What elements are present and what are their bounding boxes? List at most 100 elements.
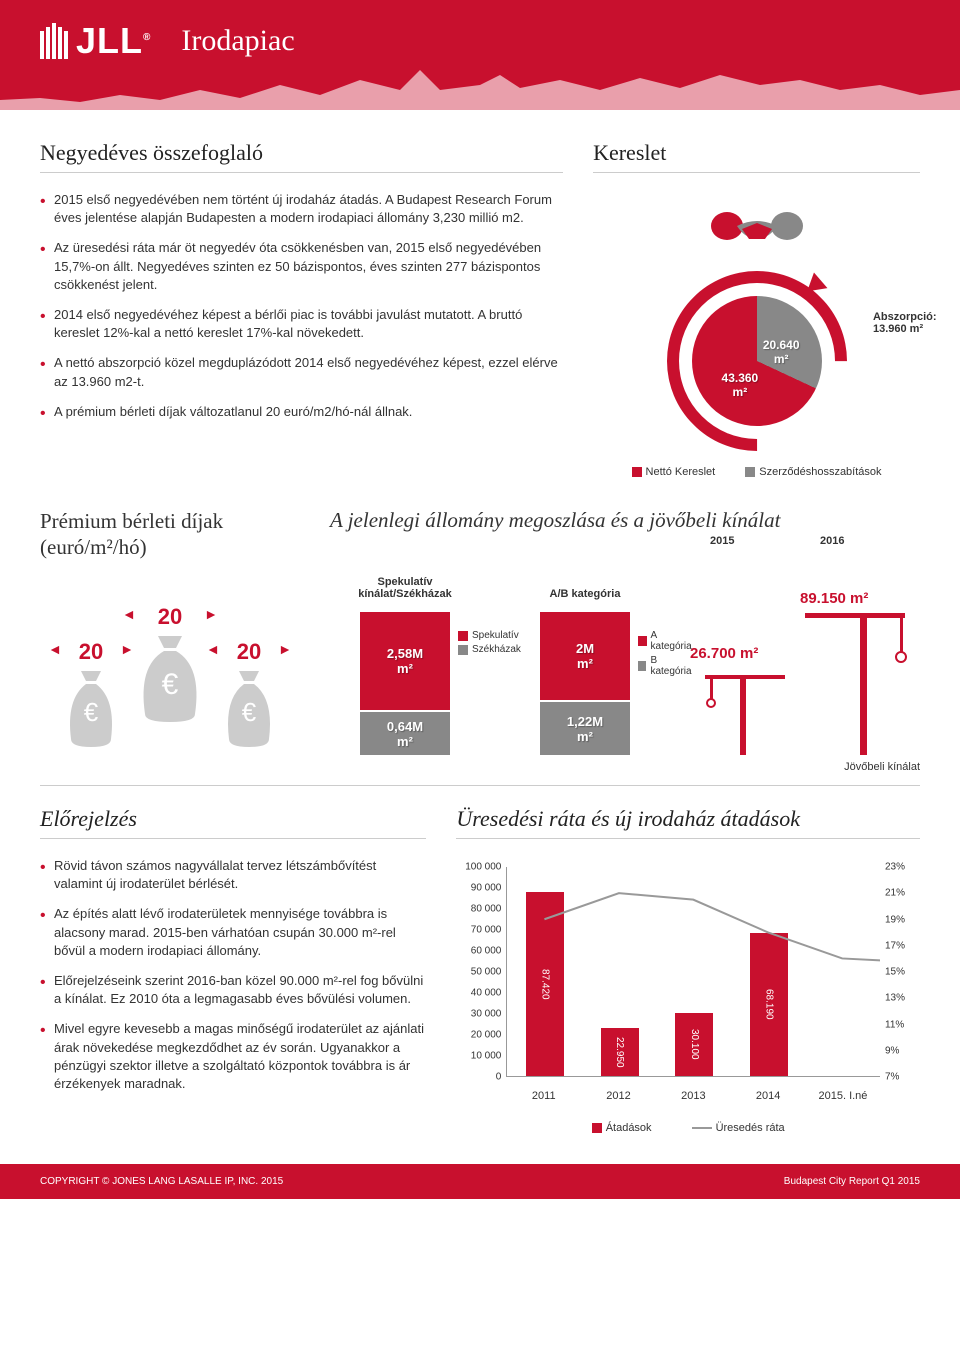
y2-tick: 9% xyxy=(885,1045,920,1056)
money-bag-icon: ◄ 20 ► € xyxy=(214,659,284,749)
supply-col-1: Spekulatív kínálat/Székházak 2,58M m² 0,… xyxy=(330,576,480,755)
y-tick: 50 000 xyxy=(456,967,501,978)
col-header: A/B kategória xyxy=(510,588,660,600)
y-tick: 80 000 xyxy=(456,904,501,915)
seg-value: 2M xyxy=(576,641,594,656)
forecast-section: Előrejelzés Rövid távon számos nagyválla… xyxy=(40,806,426,1134)
money-bags: ◄ 20 ► € ◄ 20 ► € ◄ 20 ► € xyxy=(40,579,300,749)
supply-col-2: A/B kategória 2M m² 1,22M m² A kategória… xyxy=(510,588,660,755)
seg-unit: m² xyxy=(577,729,593,744)
crane-value: 26.700 m² xyxy=(690,645,758,662)
seg-unit: m² xyxy=(397,734,413,749)
y2-tick: 21% xyxy=(885,888,920,899)
vacancy-section: Üresedési ráta és új irodaház átadások 8… xyxy=(456,806,920,1134)
bullet-item: Előrejelzéseink szerint 2016-ban közel 9… xyxy=(40,972,426,1008)
divider xyxy=(40,785,920,786)
x-tick: 2012 xyxy=(606,1090,630,1102)
seg-unit: m² xyxy=(577,656,593,671)
footer: COPYRIGHT © JONES LANG LASALLE IP, INC. … xyxy=(0,1164,960,1199)
y2-tick: 15% xyxy=(885,967,920,978)
seg-value: 2,58M xyxy=(387,646,423,661)
crane-year: 2015 xyxy=(710,535,734,547)
y2-tick: 19% xyxy=(885,914,920,925)
mini-legend: Spekulatív Székházak xyxy=(458,630,521,658)
future-supply: 2015 2016 26.700 m² 89.150 m² Jövőbeli k… xyxy=(690,555,920,755)
legend-renew: Szerződéshosszabítások xyxy=(759,466,881,478)
svg-text:€: € xyxy=(84,697,99,727)
y-tick: 10 000 xyxy=(456,1051,501,1062)
bag-value: 20 xyxy=(79,639,103,665)
crane-year: 2016 xyxy=(820,535,844,547)
bullet-item: A prémium bérleti díjak változatlanul 20… xyxy=(40,403,563,421)
chart-legend: Átadások Üresedés ráta xyxy=(456,1122,920,1134)
pie-net-unit: m² xyxy=(733,385,748,399)
x-tick: 2014 xyxy=(756,1090,780,1102)
seg-unit: m² xyxy=(397,661,413,676)
summary-section: Negyedéves összefoglaló 2015 első negyed… xyxy=(40,140,563,478)
legend-bars: Átadások xyxy=(606,1122,652,1134)
y2-tick: 13% xyxy=(885,993,920,1004)
y-tick: 0 xyxy=(456,1072,501,1083)
logo-text: JLL xyxy=(76,20,143,61)
legend-net: Nettó Kereslet xyxy=(646,466,716,478)
vacancy-chart: 87.420 22.950 30.100 68.190 0 10 000 20 000 30… xyxy=(456,857,920,1117)
jll-logo: JLL® xyxy=(40,20,151,62)
pie-renew-value: 20.640 xyxy=(763,338,800,352)
bullet-item: A nettó abszorpció közel megduplázódott … xyxy=(40,354,563,390)
prime-title: Prémium bérleti díjak(euró/m²/hó) xyxy=(40,508,300,561)
bullet-item: 2015 első negyedévében nem történt új ir… xyxy=(40,191,563,227)
report-name: Budapest City Report Q1 2015 xyxy=(784,1176,920,1187)
bag-value: 20 xyxy=(237,639,261,665)
seg-value: 1,22M xyxy=(567,714,603,729)
bullet-item: Rövid távon számos nagyvállalat tervez l… xyxy=(40,857,426,893)
supply-section: A jelenlegi állomány megoszlása és a jöv… xyxy=(330,508,920,755)
demand-legend: Nettó Kereslet Szerződéshosszabítások xyxy=(593,466,920,478)
demand-pie: 43.360 m² 20.640 m² Abszorpció: 13.960 m… xyxy=(667,271,847,451)
bullet-item: Az üresedési ráta már öt negyedév óta cs… xyxy=(40,239,563,294)
chart-bar: 68.190 xyxy=(750,933,788,1076)
svg-text:€: € xyxy=(162,668,179,701)
seg-value: 0,64M xyxy=(387,719,423,734)
y2-tick: 7% xyxy=(885,1072,920,1083)
pie-net-value: 43.360 xyxy=(722,371,759,385)
future-label: Jövőbeli kínálat xyxy=(844,761,920,773)
handshake-icon xyxy=(707,191,807,261)
bullet-item: 2014 első negyedévéhez képest a bérlői p… xyxy=(40,306,563,342)
copyright: COPYRIGHT © JONES LANG LASALLE IP, INC. … xyxy=(40,1176,283,1187)
y2-tick: 11% xyxy=(885,1019,920,1030)
demand-section: Kereslet 43.360 m² 20.640 m² xyxy=(593,140,920,478)
demand-title: Kereslet xyxy=(593,140,920,173)
absorption-label: Abszorpció: 13.960 m² xyxy=(873,311,937,335)
y-tick: 100 000 xyxy=(456,862,501,873)
chart-bar: 87.420 xyxy=(526,892,564,1076)
chart-bar: 30.100 xyxy=(675,1013,713,1076)
summary-bullets: 2015 első negyedévében nem történt új ir… xyxy=(40,191,563,421)
x-tick: 2011 xyxy=(532,1090,556,1102)
header: JLL® Irodapiac xyxy=(0,0,960,110)
skyline-icon xyxy=(0,60,960,110)
y-tick: 30 000 xyxy=(456,1009,501,1020)
x-tick: 2015. I.né xyxy=(818,1090,867,1102)
y-tick: 40 000 xyxy=(456,988,501,999)
y2-tick: 23% xyxy=(885,862,920,873)
crane-icon xyxy=(800,605,910,755)
bullet-item: Mivel egyre kevesebb a magas minőségű ir… xyxy=(40,1020,426,1093)
bullet-item: Az építés alatt lévő irodaterületek menn… xyxy=(40,905,426,960)
x-tick: 2013 xyxy=(681,1090,705,1102)
y-tick: 20 000 xyxy=(456,1030,501,1041)
y-tick: 90 000 xyxy=(456,883,501,894)
pie-renew-unit: m² xyxy=(774,352,789,366)
page-title: Irodapiac xyxy=(181,24,294,58)
forecast-title: Előrejelzés xyxy=(40,806,426,839)
summary-title: Negyedéves összefoglaló xyxy=(40,140,563,173)
mini-legend: A kategória B kategória xyxy=(638,630,693,680)
legend-line: Üresedés ráta xyxy=(716,1122,785,1134)
chart-bar: 22.950 xyxy=(601,1028,639,1076)
forecast-bullets: Rövid távon számos nagyvállalat tervez l… xyxy=(40,857,426,1093)
y-tick: 60 000 xyxy=(456,946,501,957)
y-tick: 70 000 xyxy=(456,925,501,936)
money-bag-icon: ◄ 20 ► € xyxy=(130,624,210,724)
prime-section: Prémium bérleti díjak(euró/m²/hó) ◄ 20 ►… xyxy=(40,508,300,755)
bag-value: 20 xyxy=(158,604,182,630)
crane-icon xyxy=(700,665,790,755)
